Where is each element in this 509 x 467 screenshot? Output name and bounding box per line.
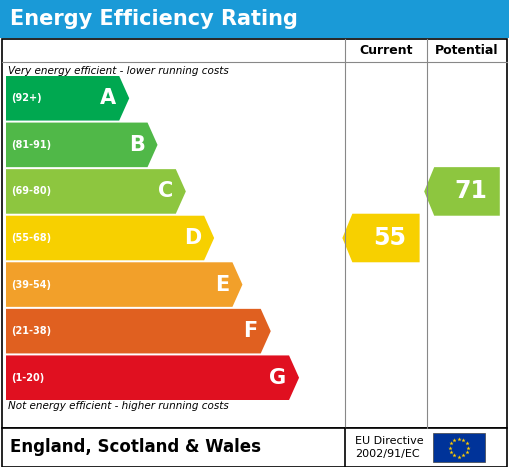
Text: G: G (269, 368, 286, 388)
Text: A: A (100, 88, 116, 108)
Text: E: E (215, 275, 230, 295)
Polygon shape (6, 309, 271, 354)
Text: D: D (184, 228, 201, 248)
Bar (2, 428, 507, 467)
Text: Not energy efficient - higher running costs: Not energy efficient - higher running co… (8, 401, 229, 411)
Text: B: B (129, 135, 145, 155)
Polygon shape (6, 76, 129, 120)
Polygon shape (424, 167, 500, 216)
Text: Potential: Potential (435, 44, 499, 57)
Text: (92+): (92+) (11, 93, 42, 103)
Polygon shape (6, 169, 186, 214)
Bar (2, 39, 507, 428)
Text: EU Directive: EU Directive (355, 436, 423, 446)
Text: (21-38): (21-38) (11, 326, 51, 336)
Text: Very energy efficient - lower running costs: Very energy efficient - lower running co… (8, 66, 229, 76)
Polygon shape (343, 214, 419, 262)
Bar (433, 433, 485, 462)
Polygon shape (6, 262, 242, 307)
Text: 71: 71 (455, 179, 488, 204)
Bar (0, 0, 509, 38)
Text: 2002/91/EC: 2002/91/EC (355, 450, 419, 460)
Polygon shape (6, 355, 299, 400)
Text: (69-80): (69-80) (11, 186, 51, 197)
Text: Energy Efficiency Rating: Energy Efficiency Rating (10, 9, 298, 29)
Text: F: F (243, 321, 258, 341)
Text: (55-68): (55-68) (11, 233, 51, 243)
Text: (81-91): (81-91) (11, 140, 51, 150)
Text: 55: 55 (374, 226, 407, 250)
Text: England, Scotland & Wales: England, Scotland & Wales (10, 439, 261, 457)
Polygon shape (6, 122, 157, 167)
Polygon shape (6, 216, 214, 260)
Text: (1-20): (1-20) (11, 373, 44, 383)
Text: (39-54): (39-54) (11, 280, 51, 290)
Text: C: C (158, 181, 173, 201)
Text: Current: Current (359, 44, 413, 57)
